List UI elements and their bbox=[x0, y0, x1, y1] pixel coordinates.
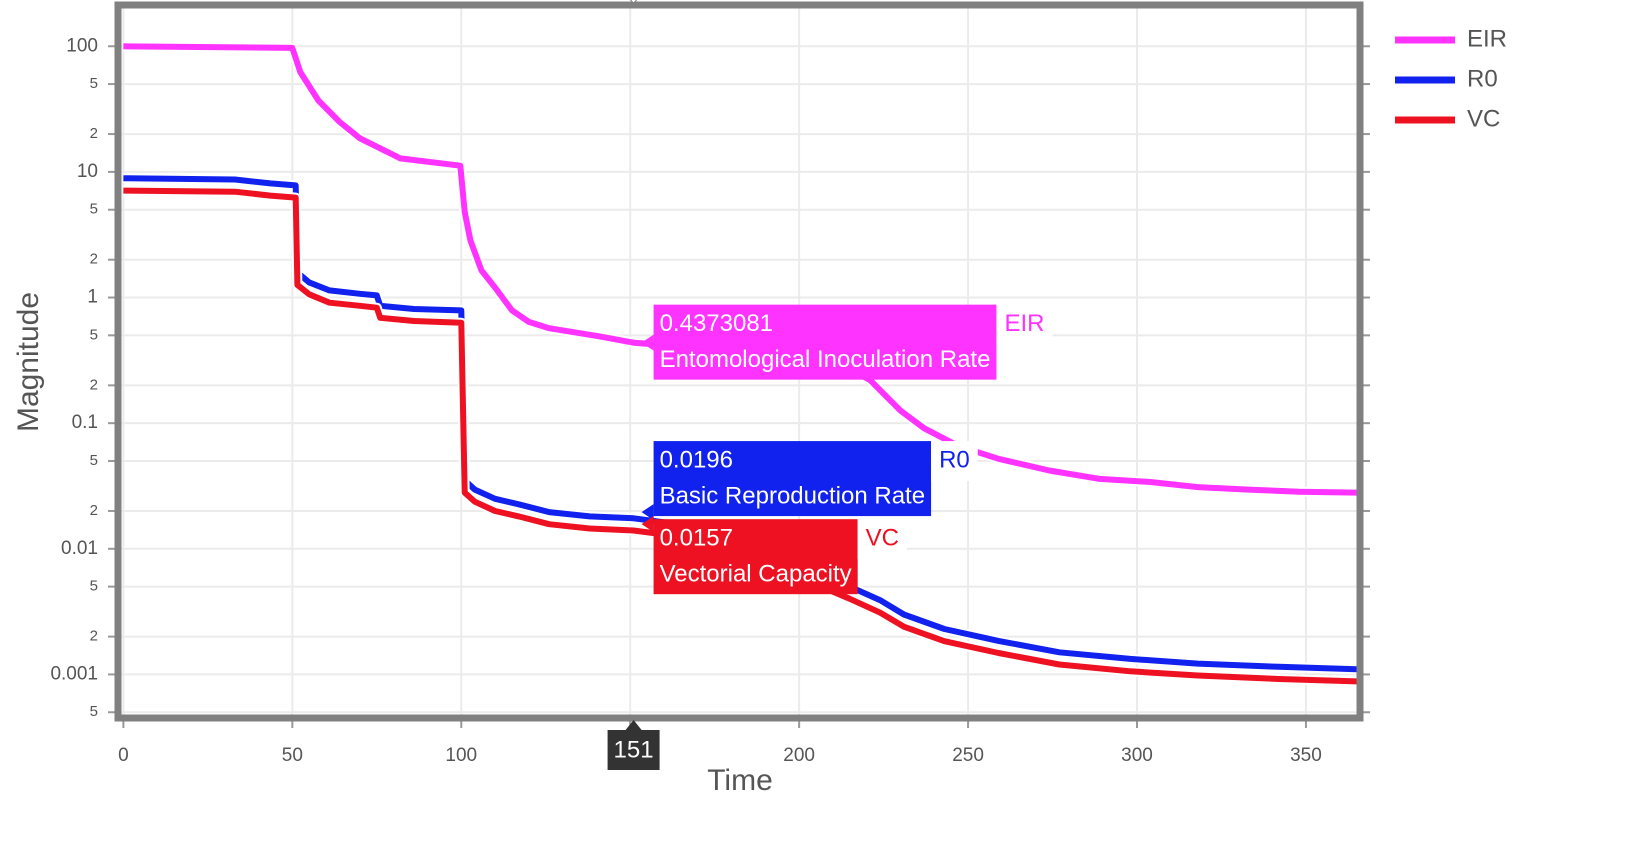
hover-label: 0.0196 Basic Reproduction Rate R0 bbox=[641, 441, 978, 521]
x-tick-label: 200 bbox=[783, 745, 815, 766]
y-tick-label: 0.01 bbox=[61, 538, 98, 559]
line bbox=[123, 187, 1357, 685]
hover-description: Basic Reproduction Rate bbox=[660, 482, 925, 509]
line-outline bbox=[123, 185, 1357, 687]
y-tick-label: 5 bbox=[90, 703, 98, 720]
x-tick-label: 250 bbox=[952, 745, 984, 766]
y-tick-label: 1 bbox=[87, 287, 98, 308]
hover-pointer bbox=[641, 504, 654, 521]
y-tick-label: 5 bbox=[90, 578, 98, 595]
x-tick-label: 100 bbox=[445, 745, 477, 766]
hover-pointer bbox=[641, 516, 654, 533]
y-tick-label: 10 bbox=[77, 161, 98, 182]
y-tick-label: 5 bbox=[90, 75, 98, 92]
y-tick-label: 5 bbox=[90, 201, 98, 218]
hover-name: R0 bbox=[939, 446, 970, 473]
hover-description: Vectorial Capacity bbox=[660, 561, 852, 588]
y-tick-label: 100 bbox=[66, 35, 98, 56]
hover-label: 0.0157 Vectorial Capacity VC bbox=[641, 516, 908, 595]
hover-box bbox=[653, 304, 997, 380]
y-tick-label: 2 bbox=[90, 251, 98, 268]
hover-description: Entomological Inoculation Rate bbox=[660, 346, 991, 373]
line bbox=[123, 43, 1357, 496]
hover-label: 0.4373081 Entomological Inoculation Rate E… bbox=[641, 304, 1053, 380]
x-tick-label: 50 bbox=[282, 745, 303, 766]
legend-label[interactable]: R0 bbox=[1467, 65, 1498, 92]
y-tick-label: 5 bbox=[90, 326, 98, 343]
hover-x-label: 151 bbox=[614, 736, 654, 763]
y-axis-title: Magnitude bbox=[12, 292, 45, 432]
hover-name: VC bbox=[866, 525, 899, 552]
hover-x-box bbox=[607, 730, 660, 770]
plot-frame bbox=[114, 1, 1364, 722]
y-tick-label: 5 bbox=[90, 452, 98, 469]
x-tick-label: 300 bbox=[1121, 745, 1153, 766]
y-tick-label: 2 bbox=[90, 502, 98, 519]
hover-name-bg bbox=[931, 441, 978, 482]
hover-value: 0.0196 bbox=[660, 446, 733, 473]
y-tick-label: 2 bbox=[90, 376, 98, 393]
hover-box bbox=[653, 441, 932, 517]
y-tick-label: 2 bbox=[90, 125, 98, 142]
x-axis-title: Time bbox=[707, 764, 773, 797]
x-tick-label: 0 bbox=[118, 745, 129, 766]
hover-value: 0.4373081 bbox=[660, 310, 773, 337]
legend-label[interactable]: VC bbox=[1467, 105, 1500, 132]
y-tick-label: 0.1 bbox=[72, 412, 98, 433]
line bbox=[123, 175, 1357, 673]
line-outline bbox=[123, 41, 1357, 498]
legend-label[interactable]: EIR bbox=[1467, 25, 1507, 52]
hover-box bbox=[653, 519, 858, 595]
hover-name-bg bbox=[857, 519, 908, 560]
hover-name-bg bbox=[996, 304, 1053, 345]
hover-value: 0.0157 bbox=[660, 525, 733, 552]
hover-name: EIR bbox=[1004, 310, 1044, 337]
x-tick-label: 350 bbox=[1290, 745, 1322, 766]
y-tick-label: 2 bbox=[90, 628, 98, 645]
hover-x-pointer bbox=[625, 720, 642, 730]
hover-pointer bbox=[641, 334, 654, 351]
hover-x-top bbox=[629, 0, 638, 4]
y-tick-label: 0.001 bbox=[50, 663, 98, 684]
